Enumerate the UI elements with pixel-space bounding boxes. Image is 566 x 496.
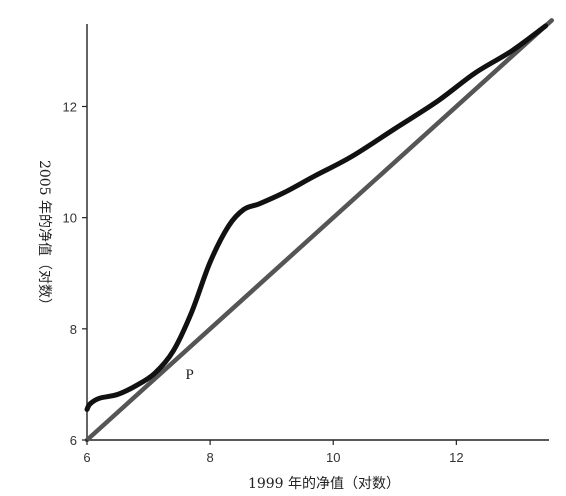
axes bbox=[86, 24, 549, 441]
diagonal-series-line bbox=[84, 18, 555, 443]
tick-layer: 6 8 10 12 6 8 10 12 bbox=[63, 99, 464, 465]
y-axis-title: 2005 年的净值（对数） bbox=[36, 160, 52, 312]
y-tick-label: 10 bbox=[63, 211, 77, 226]
x-tick-label: 12 bbox=[449, 450, 463, 465]
label-layer: P 1999 年的净值（对数） 2005 年的净值（对数） bbox=[36, 160, 400, 492]
y-tick-label: 6 bbox=[70, 433, 77, 448]
y-tick-label: 12 bbox=[63, 99, 77, 114]
annotation-p: P bbox=[185, 367, 193, 383]
curve-series-line bbox=[84, 23, 549, 412]
x-tick-label: 6 bbox=[83, 450, 90, 465]
x-tick-label: 10 bbox=[326, 450, 340, 465]
y-tick-label: 8 bbox=[70, 322, 77, 337]
x-axis-title: 1999 年的净值（对数） bbox=[248, 476, 400, 492]
x-tick-label: 8 bbox=[206, 450, 213, 465]
series-layer bbox=[84, 18, 555, 443]
